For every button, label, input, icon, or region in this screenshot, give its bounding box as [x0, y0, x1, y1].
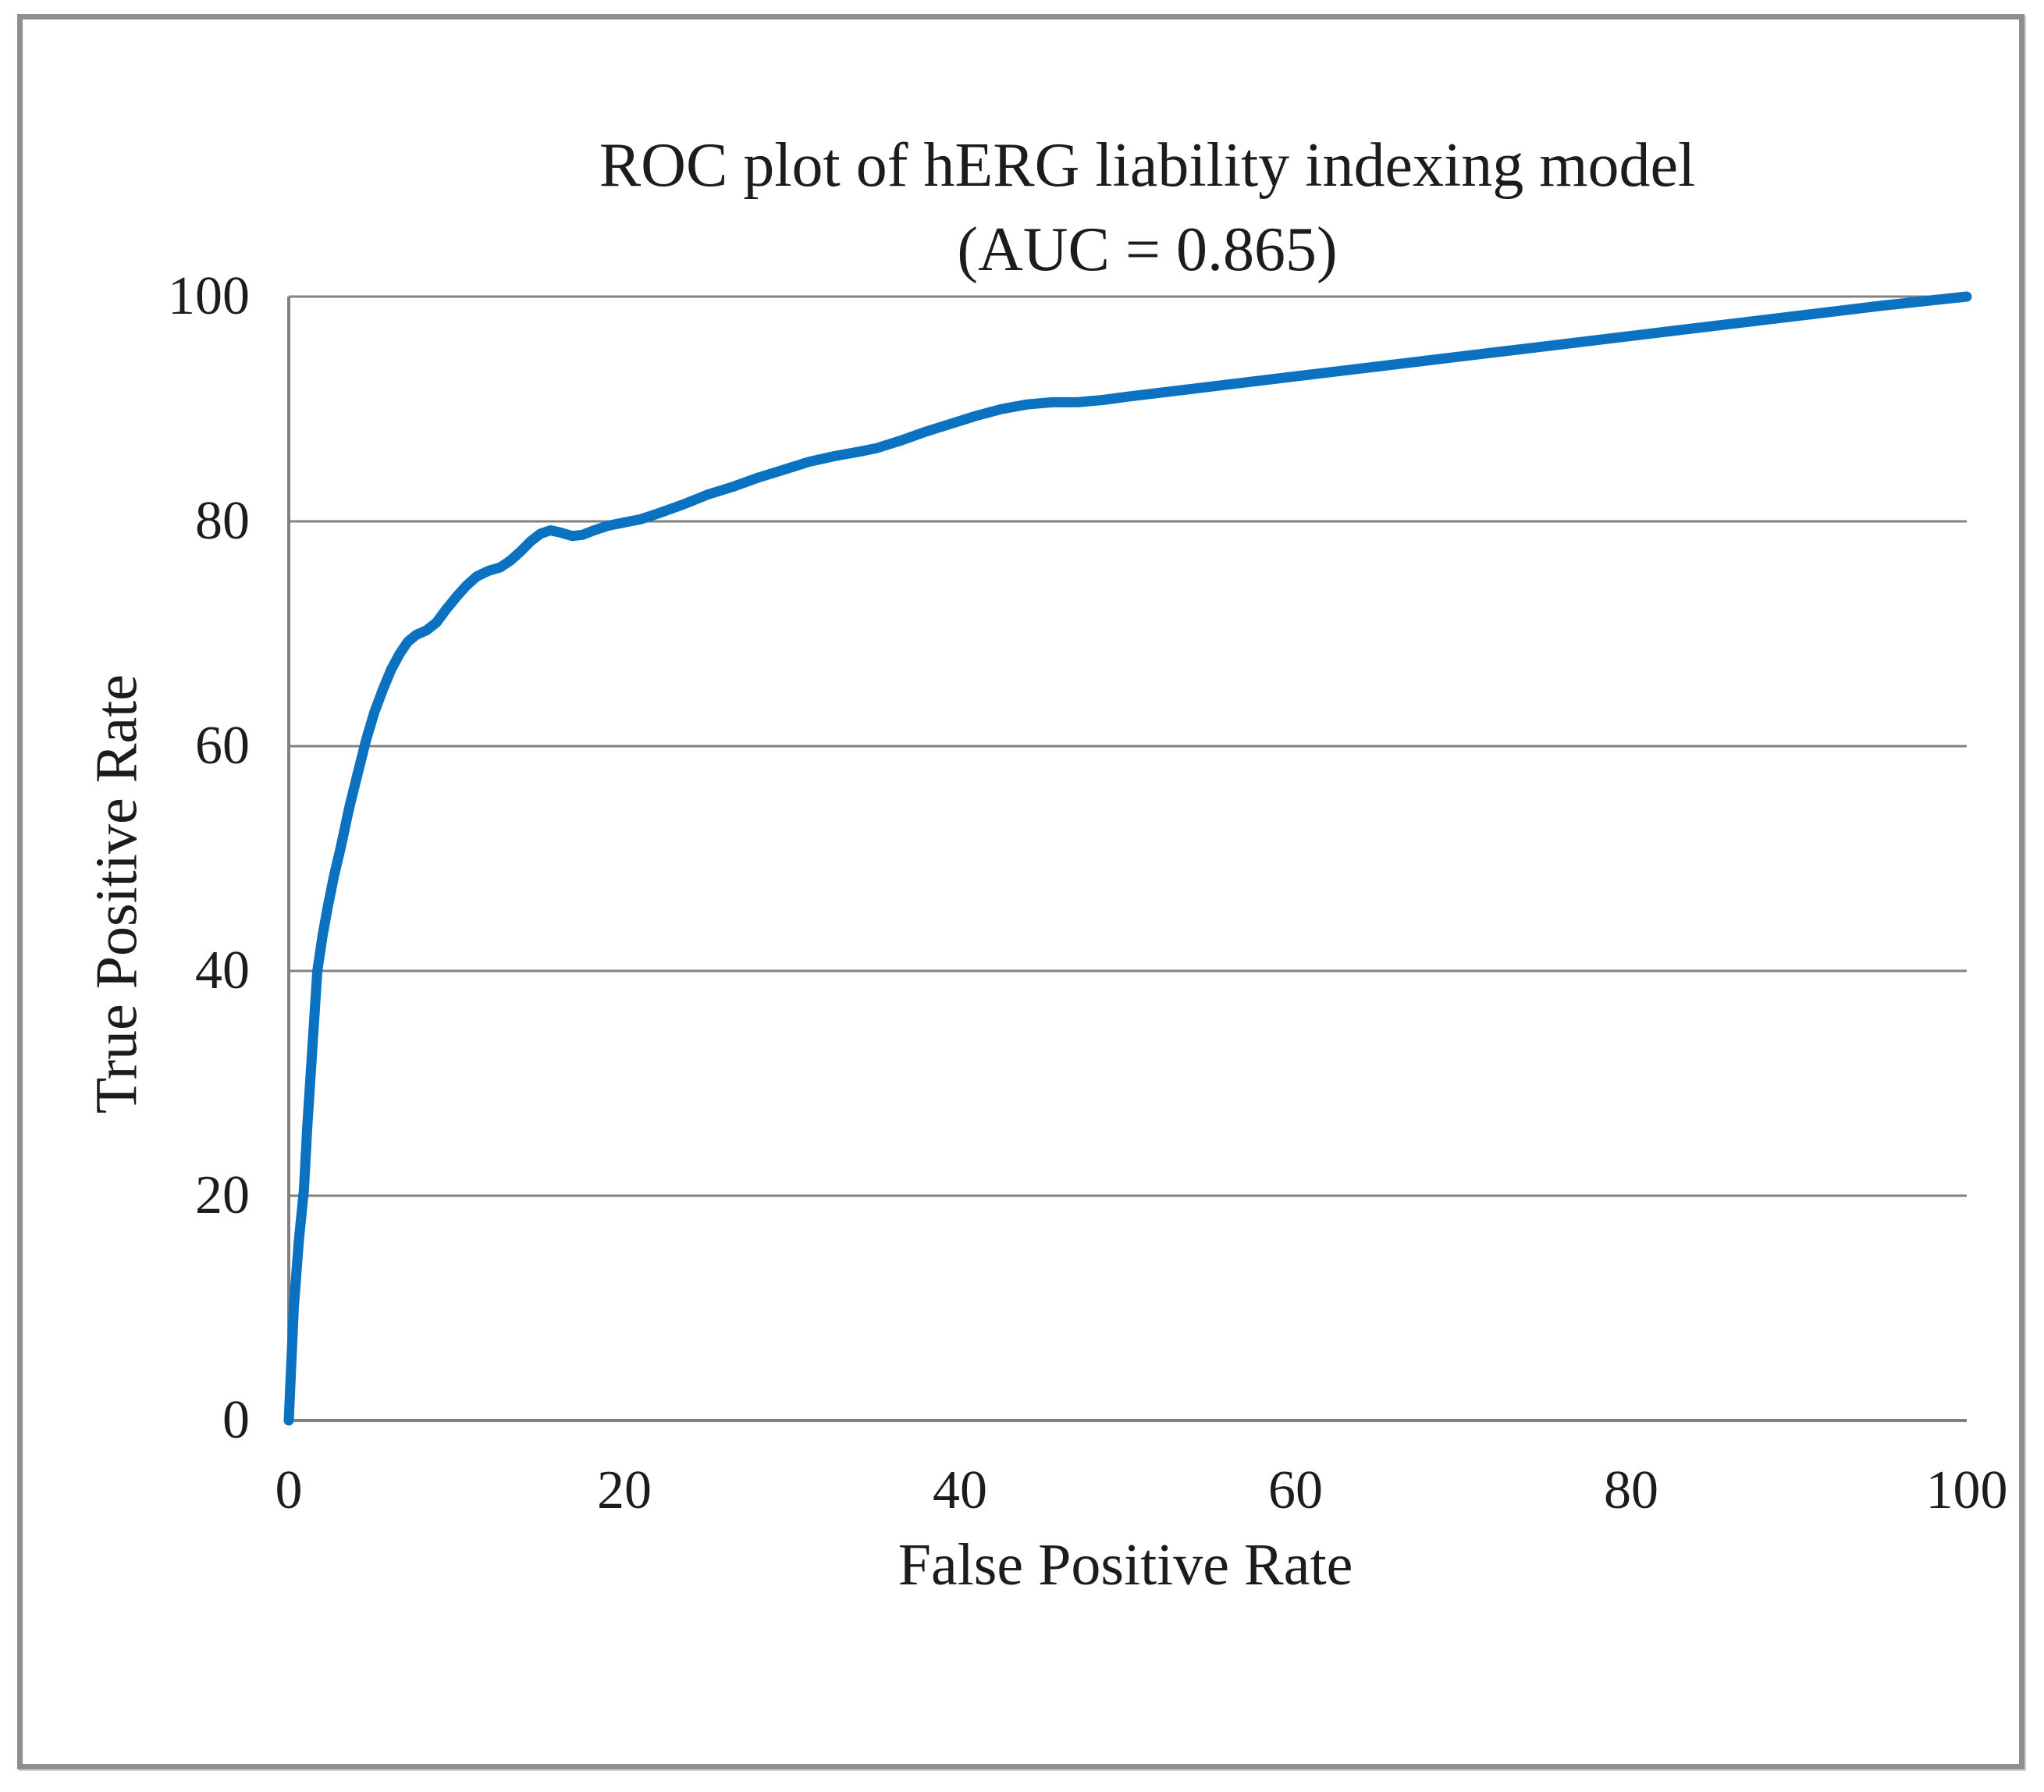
- chart-title-line1: ROC plot of hERG liability indexing mode…: [599, 131, 1696, 200]
- y-tick-label-0: 0: [222, 1390, 250, 1450]
- x-tick-label-100: 100: [1925, 1460, 2008, 1520]
- chart-title-line2: (AUC = 0.865): [957, 215, 1338, 284]
- x-tick-label-60: 60: [1268, 1460, 1323, 1520]
- y-axis-title: True Positive Rate: [84, 674, 150, 1114]
- x-tick-label-20: 20: [597, 1460, 652, 1520]
- x-axis-title: False Positive Rate: [898, 1532, 1353, 1598]
- y-tick-label-20: 20: [195, 1165, 250, 1225]
- y-tick-label-60: 60: [195, 716, 250, 776]
- y-tick-label-100: 100: [168, 266, 250, 326]
- x-tick-label-0: 0: [275, 1460, 303, 1520]
- figure-border: [17, 14, 2024, 1769]
- chart-title: ROC plot of hERG liability indexing mode…: [320, 123, 1975, 292]
- y-tick-label-80: 80: [195, 491, 250, 551]
- x-tick-label-40: 40: [933, 1460, 987, 1520]
- x-tick-label-80: 80: [1604, 1460, 1658, 1520]
- y-tick-label-40: 40: [195, 940, 250, 1001]
- roc-curve: [283, 291, 1972, 1426]
